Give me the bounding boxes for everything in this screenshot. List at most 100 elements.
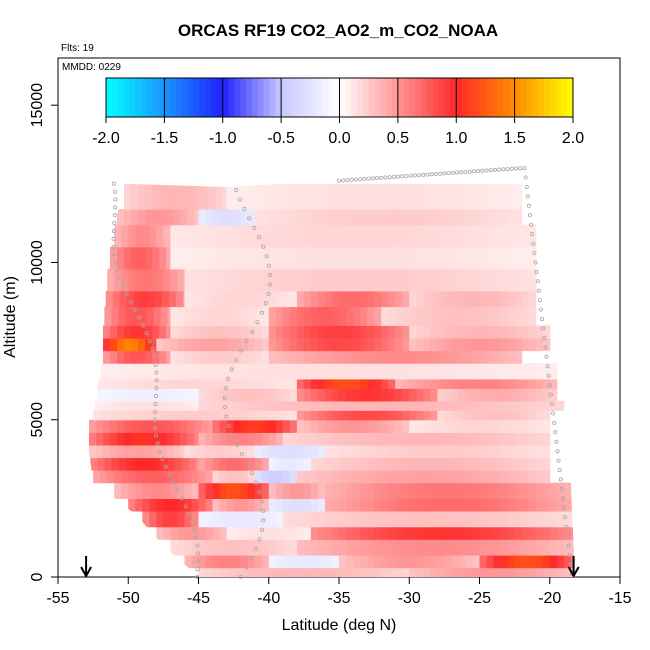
heatmap-cell — [247, 325, 256, 339]
heatmap-cell — [437, 457, 445, 471]
heatmap-cell — [416, 208, 424, 226]
heatmap-cell — [303, 444, 312, 459]
heatmap-cell — [514, 400, 523, 411]
heatmap-cell — [233, 400, 242, 411]
heatmap-cell — [507, 526, 516, 540]
heatmap-cell — [117, 246, 125, 270]
heatmap-cell — [507, 410, 516, 421]
heatmap-cell — [153, 306, 162, 326]
heatmap-cell — [247, 224, 256, 248]
x-tick-label: -45 — [187, 590, 210, 607]
heatmap-cell — [275, 567, 284, 577]
colorbar-swatch — [345, 78, 352, 117]
heatmap-cell — [374, 337, 382, 352]
heatmap-cell — [388, 306, 396, 326]
heatmap-cell — [310, 567, 319, 577]
heatmap-cell — [324, 290, 333, 308]
heatmap-cell — [339, 306, 347, 326]
track-point — [545, 364, 550, 369]
heatmap-cell — [310, 498, 319, 512]
heatmap-cell — [310, 306, 319, 326]
heatmap-cell — [303, 498, 312, 512]
heatmap-cell — [289, 554, 298, 569]
heatmap-cell — [282, 526, 291, 540]
heatmap-cell — [226, 290, 235, 308]
heatmap-cell — [240, 526, 249, 540]
heatmap-cell — [507, 567, 516, 577]
track-point — [554, 439, 559, 444]
track-point — [467, 169, 472, 174]
heatmap-cell — [191, 325, 200, 339]
heatmap-cell — [346, 400, 354, 411]
heatmap-cell — [121, 470, 129, 484]
heatmap-cell — [303, 224, 312, 248]
colorbar-swatch — [491, 78, 498, 117]
heatmap-cell — [212, 554, 221, 569]
heatmap-cell — [261, 432, 270, 446]
heatmap-cell — [254, 388, 263, 402]
heatmap-cell — [360, 337, 368, 352]
heatmap-cell — [247, 510, 256, 528]
heatmap-cell — [521, 388, 530, 402]
heatmap-cell — [296, 290, 305, 308]
heatmap-cell — [296, 539, 305, 556]
heatmap-cell — [247, 388, 256, 402]
colorbar-swatch — [351, 78, 358, 117]
heatmap-cell — [570, 539, 576, 556]
heatmap-cell — [152, 432, 160, 446]
heatmap-cell — [180, 444, 186, 459]
heatmap-cell — [346, 498, 354, 512]
heatmap-cell — [268, 554, 277, 569]
heatmap-cell — [507, 539, 516, 556]
heatmap-cell — [265, 378, 274, 389]
heatmap-cell — [437, 350, 445, 364]
heatmap-cell — [437, 539, 445, 556]
heatmap-cell — [409, 432, 417, 446]
heatmap-cell — [289, 482, 298, 499]
heatmap-cell — [268, 183, 277, 210]
track-point — [336, 178, 341, 183]
heatmap-cell — [493, 363, 502, 380]
heatmap-cell — [247, 268, 256, 292]
heatmap-cell — [282, 554, 291, 569]
track-point — [425, 172, 430, 177]
heatmap-cell — [208, 183, 216, 210]
track-point — [531, 241, 536, 246]
heatmap-cell — [339, 410, 347, 421]
track-point — [111, 181, 116, 186]
heatmap-cell — [514, 388, 523, 402]
heatmap-cell — [500, 539, 509, 556]
heatmap-cell — [430, 337, 438, 352]
colorbar-swatch — [205, 78, 212, 117]
heatmap-cell — [395, 498, 403, 512]
heatmap-cell — [174, 388, 183, 402]
heatmap-cell — [149, 224, 157, 248]
heatmap-cell — [423, 432, 431, 446]
heatmap-cell — [521, 246, 530, 270]
heatmap-cell — [170, 539, 179, 556]
heatmap-cell — [437, 378, 445, 389]
colorbar-swatch — [158, 78, 165, 117]
heatmap-cell — [395, 470, 403, 484]
heatmap-cell — [303, 350, 312, 364]
heatmap-cell — [268, 410, 277, 421]
heatmap-cell — [282, 419, 291, 433]
heatmap-cell — [282, 432, 291, 446]
track-point — [238, 575, 243, 580]
heatmap-cell — [205, 457, 214, 471]
heatmap-cell — [507, 378, 516, 389]
track-point — [370, 176, 375, 181]
heatmap-cell — [493, 350, 502, 364]
track-point — [113, 260, 118, 265]
heatmap-cell — [149, 363, 157, 380]
heatmap-cell — [163, 470, 172, 484]
heatmap-cell — [423, 400, 431, 411]
heatmap-cell — [374, 325, 382, 339]
heatmap-cell — [521, 268, 530, 292]
heatmap-cell — [353, 325, 361, 339]
track-point — [244, 339, 249, 344]
heatmap-cell — [114, 224, 122, 248]
heatmap-cell — [430, 419, 438, 433]
heatmap-cell — [254, 419, 263, 433]
heatmap-cell — [339, 388, 347, 402]
